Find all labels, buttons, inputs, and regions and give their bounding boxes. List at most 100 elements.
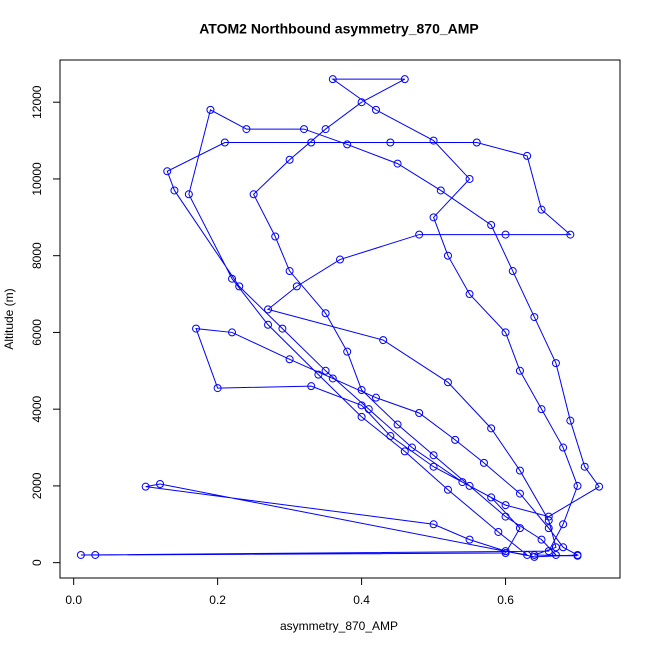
data-point: [357, 385, 366, 394]
data-point: [271, 232, 280, 241]
data-point: [515, 466, 524, 475]
data-point: [530, 313, 539, 322]
x-tick-label: 0.0: [65, 593, 82, 607]
data-point: [566, 416, 575, 425]
data-point: [465, 290, 474, 299]
data-point: [458, 478, 467, 487]
data-point: [530, 550, 539, 559]
y-tick-label: 10000: [30, 162, 44, 196]
data-point: [206, 105, 215, 114]
data-point: [285, 155, 294, 164]
x-tick-label: 0.4: [353, 593, 370, 607]
data-point: [314, 370, 323, 379]
data-point: [285, 267, 294, 276]
data-point: [343, 140, 352, 149]
data-point: [515, 524, 524, 533]
data-point: [371, 105, 380, 114]
data-point: [573, 551, 582, 560]
y-tick-label: 12000: [30, 85, 44, 119]
data-point: [479, 458, 488, 467]
data-point: [429, 136, 438, 145]
data-point: [336, 255, 344, 264]
x-axis-title: asymmetry_870_AMP: [280, 619, 398, 633]
data-point: [544, 516, 553, 525]
y-tick-label: 8000: [30, 242, 44, 269]
data-point: [343, 347, 352, 356]
data-point: [487, 424, 496, 433]
data-point: [443, 251, 452, 260]
data-point: [472, 138, 481, 147]
data-point: [407, 443, 416, 452]
data-point: [559, 520, 568, 529]
data-point: [242, 125, 251, 134]
x-tick-label: 0.6: [497, 593, 514, 607]
data-point: [573, 481, 582, 490]
data-point: [501, 328, 510, 337]
data-point: [156, 479, 165, 488]
data-point: [371, 393, 380, 402]
data-point: [228, 274, 237, 283]
data-point: [264, 320, 273, 329]
data-point: [285, 355, 294, 364]
data-point: [429, 451, 438, 460]
data-point: [264, 305, 273, 314]
data-point: [141, 482, 150, 491]
data-point: [321, 366, 330, 375]
data-point: [300, 125, 309, 134]
data-point: [501, 230, 510, 239]
chart-title: ATOM2 Northbound asymmetry_870_AMP: [199, 21, 479, 37]
data-point: [544, 524, 553, 533]
data-point: [443, 485, 452, 494]
data-point: [400, 447, 409, 456]
x-tick-label: 0.2: [209, 593, 226, 607]
data-point: [465, 174, 474, 183]
data-point: [429, 462, 438, 471]
data-point: [429, 213, 438, 222]
data-point: [328, 75, 337, 84]
data-point: [357, 98, 366, 107]
data-point: [580, 462, 589, 471]
data-point: [443, 378, 452, 387]
data-point: [487, 493, 496, 502]
data-point: [170, 186, 179, 195]
data-point: [465, 535, 474, 544]
data-point: [379, 336, 388, 345]
data-point: [566, 230, 575, 239]
data-point: [487, 220, 496, 229]
data-point: [559, 443, 568, 452]
data-point: [184, 190, 193, 199]
data-point: [523, 151, 532, 160]
data-point: [292, 282, 301, 291]
data-point: [213, 384, 222, 393]
data-point: [307, 138, 316, 147]
data-point: [400, 75, 409, 84]
data-point: [515, 366, 524, 375]
data-point: [465, 481, 474, 490]
data-point: [163, 167, 172, 176]
y-tick-label: 0: [30, 559, 44, 566]
data-point: [91, 550, 100, 559]
data-point: [321, 309, 330, 318]
data-point: [544, 547, 553, 556]
data-point: [307, 382, 316, 391]
data-point: [321, 125, 330, 134]
data-point: [76, 550, 85, 559]
data-point: [249, 190, 258, 199]
data-line: [80, 78, 600, 558]
data-point: [537, 205, 546, 214]
data-point: [386, 432, 395, 441]
data-point: [228, 328, 237, 337]
y-tick-label: 4000: [30, 396, 44, 423]
data-point: [278, 324, 287, 333]
data-point: [508, 267, 517, 276]
data-point: [537, 535, 546, 544]
y-tick-label: 6000: [30, 319, 44, 346]
data-point: [386, 138, 395, 147]
y-axis-title: Altitude (m): [2, 288, 16, 349]
data-point: [515, 489, 524, 498]
data-point: [415, 409, 424, 418]
data-point: [415, 230, 424, 239]
data-point: [501, 512, 510, 521]
y-tick-label: 2000: [30, 472, 44, 499]
